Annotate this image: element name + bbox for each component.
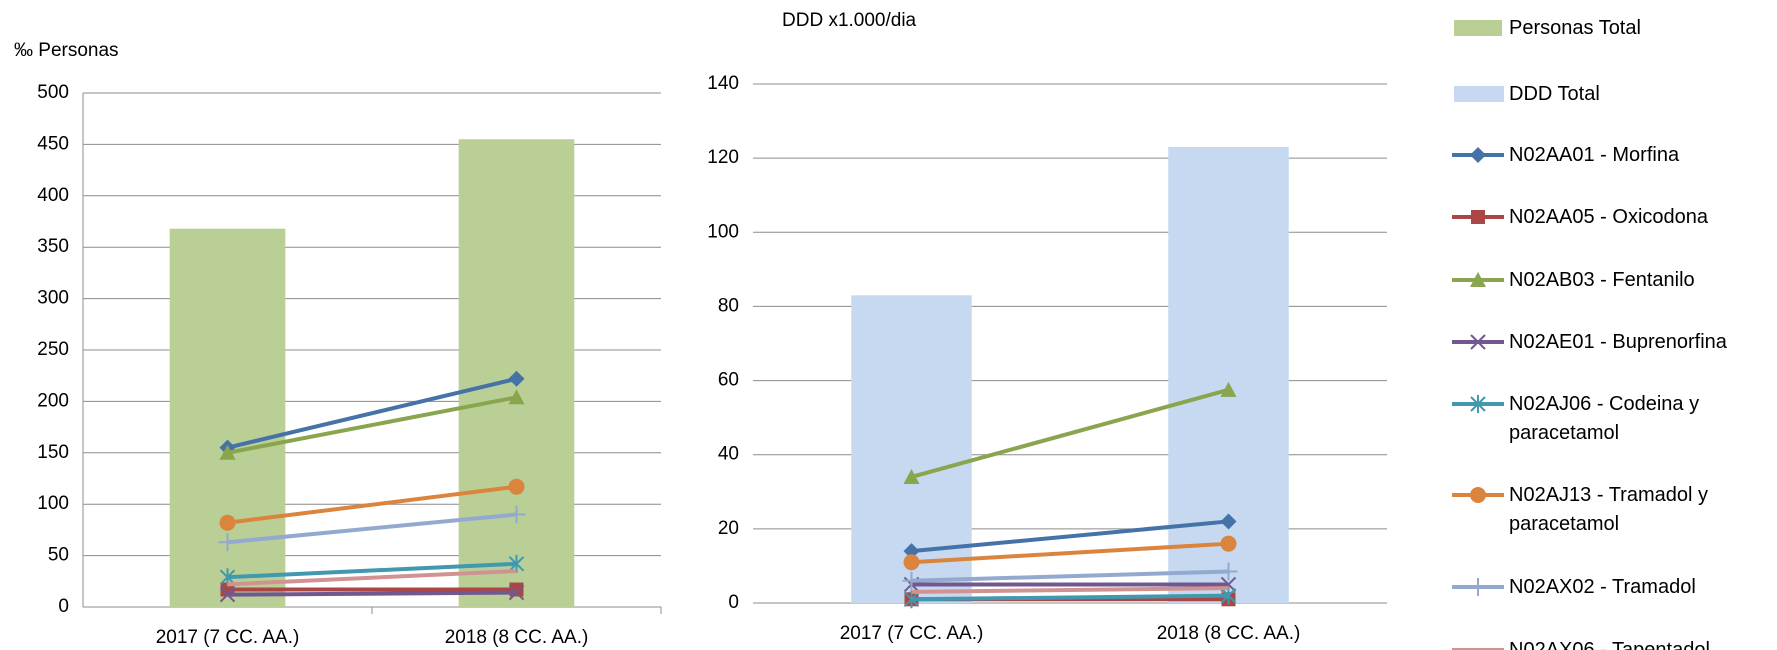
marker: [903, 554, 920, 571]
y-tick-label: 500: [37, 82, 69, 103]
line: [911, 593, 1229, 602]
line: [227, 395, 517, 455]
marker: [903, 543, 920, 560]
line: [911, 586, 1229, 594]
legend-item: [1452, 334, 1504, 350]
y-tick-label: 400: [37, 185, 69, 206]
line: [227, 590, 517, 597]
legend-label: N02AX02 - Tramadol: [1509, 576, 1696, 598]
x-tick-label: 2018 (8 CC. AA.): [445, 627, 589, 648]
marker: [902, 571, 921, 590]
legend-label: N02AE01 - Buprenorfina: [1509, 331, 1727, 353]
marker: [507, 505, 526, 524]
x-tick-label: 2018 (8 CC. AA.): [1157, 623, 1301, 644]
series-7: [218, 505, 526, 552]
marker: [1470, 334, 1486, 350]
marker: [218, 533, 237, 552]
marker: [1219, 562, 1238, 581]
legend-item: [1454, 20, 1502, 36]
y-tick-label: 100: [37, 493, 69, 514]
y-tick-label: 250: [37, 339, 69, 360]
line: [227, 512, 517, 545]
series-8: [227, 569, 517, 587]
x-tick-label: 2017 (7 CC. AA.): [156, 627, 300, 648]
y-tick-label: 140: [707, 73, 739, 94]
legend-label: N02AJ06 - Codeina y paracetamol: [1509, 393, 1700, 444]
legend-item: [1452, 147, 1504, 163]
y-tick-label: 350: [37, 236, 69, 257]
line: [227, 484, 517, 525]
series-4: [219, 584, 525, 603]
line: [227, 569, 517, 587]
y-tick-label: 80: [718, 295, 739, 316]
legend-swatch: [1454, 20, 1502, 36]
legend-item: [1452, 272, 1504, 287]
legend-label: N02AJ13 - Tramadol y paracetamol: [1509, 484, 1708, 535]
series-6: [903, 535, 1237, 571]
marker: [1220, 381, 1237, 397]
series-7: [902, 562, 1238, 590]
marker: [508, 478, 525, 495]
marker: [1470, 272, 1486, 287]
marker: [508, 584, 525, 601]
marker: [219, 444, 236, 460]
y-tick-label: 300: [37, 288, 69, 309]
y-tick-label: 0: [728, 592, 739, 613]
bar: [1168, 147, 1289, 603]
y-tick-label: 20: [718, 518, 739, 539]
legend-label: DDD Total: [1509, 83, 1600, 105]
x-tick-label: 2017 (7 CC. AA.): [840, 623, 984, 644]
y-tick-label: 200: [37, 390, 69, 411]
marker: [508, 370, 525, 387]
legend-label: Personas Total: [1509, 17, 1641, 39]
line: [911, 541, 1229, 565]
line: [227, 376, 517, 450]
marker: [1470, 147, 1486, 163]
marker: [219, 514, 236, 531]
legend-item: [1452, 578, 1504, 596]
legend-label: N02AX06 - Tapentadol: [1509, 639, 1710, 650]
y-tick-label: 450: [37, 133, 69, 154]
legend-label: N02AB03 - Fentanilo: [1509, 269, 1695, 291]
marker: [508, 389, 525, 405]
legend-item: [1454, 86, 1504, 102]
marker: [219, 586, 236, 603]
series-3: [903, 381, 1237, 484]
y-tick-label: 50: [48, 545, 69, 566]
series-6: [219, 478, 525, 531]
marker: [903, 590, 920, 609]
chart-title: DDD x1.000/dia: [782, 10, 917, 31]
series-8: [911, 586, 1229, 594]
line: [910, 387, 1230, 479]
legend-label: N02AA05 - Oxicodona: [1509, 206, 1709, 228]
y-tick-label: 60: [718, 370, 739, 391]
y-tick-label: 150: [37, 442, 69, 463]
line: [911, 519, 1229, 554]
y-tick-label: 40: [718, 444, 739, 465]
line: [911, 569, 1229, 583]
y-tick-label: 0: [58, 596, 69, 617]
marker: [1220, 535, 1237, 552]
legend-label: N02AA01 - Morfina: [1509, 144, 1680, 166]
marker: [1469, 578, 1487, 596]
marker: [508, 554, 525, 573]
legend-item: [1452, 395, 1504, 413]
marker: [903, 468, 920, 484]
series-1: [903, 513, 1237, 560]
y-tick-label: 100: [707, 221, 739, 242]
y-tick-label: 120: [707, 147, 739, 168]
line: [227, 561, 517, 580]
legend-item: [1452, 487, 1504, 503]
marker: [1470, 395, 1486, 413]
legend-swatch: [1454, 86, 1504, 102]
legend-item: [1452, 210, 1504, 224]
series-3: [219, 389, 525, 460]
marker: [1470, 487, 1486, 503]
marker: [1220, 513, 1237, 530]
marker: [1471, 210, 1485, 224]
series-5: [219, 554, 525, 587]
y-axis-label: ‰ Personas: [14, 40, 119, 61]
